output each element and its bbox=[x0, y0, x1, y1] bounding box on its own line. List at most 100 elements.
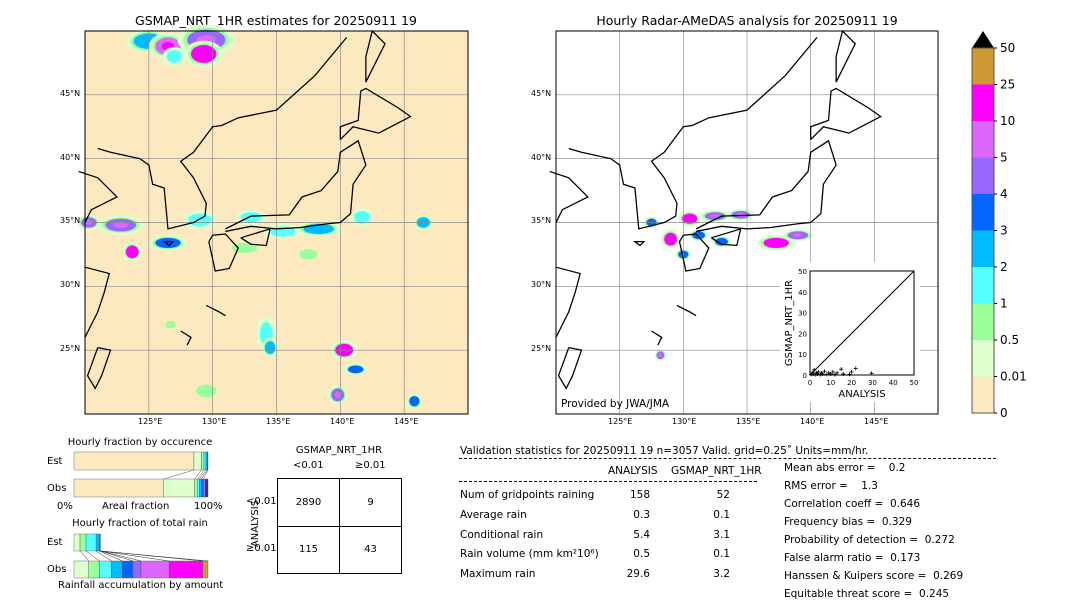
lon-label: 140°E bbox=[800, 417, 825, 426]
left-map-title: GSMAP_NRT_1HR estimates for 20250911 19 bbox=[135, 13, 417, 28]
scatter-point bbox=[824, 372, 829, 377]
fraction-segment bbox=[73, 478, 164, 498]
colorbar-label: 5 bbox=[1000, 151, 1008, 165]
scatter-point bbox=[847, 372, 852, 377]
fraction-segment bbox=[79, 533, 87, 552]
colorbar-label: 4 bbox=[1000, 187, 1008, 201]
rain-cell-core bbox=[710, 214, 721, 219]
coastline bbox=[240, 227, 271, 247]
data-credit: Provided by JWA/JMA bbox=[561, 398, 670, 410]
score-text: Equitable threat score = 0.245 bbox=[784, 588, 950, 600]
stat-gsmap-value: 3.2 bbox=[713, 568, 730, 580]
scatter-x-tick: 20 bbox=[847, 379, 856, 387]
rain-cell bbox=[265, 341, 276, 354]
lat-label: 30°N bbox=[531, 280, 552, 289]
colorbar-segment bbox=[972, 303, 994, 340]
coastline bbox=[162, 241, 175, 247]
table-cell: 9 bbox=[367, 497, 374, 508]
colorbar-label: 0 bbox=[1000, 406, 1008, 420]
coastline bbox=[810, 87, 882, 140]
lon-label: 140°E bbox=[330, 417, 355, 426]
fraction-segment bbox=[132, 560, 142, 579]
rain-cell-core bbox=[658, 353, 663, 358]
table-divider bbox=[278, 526, 401, 527]
colorbar-extend-arrow bbox=[972, 31, 994, 48]
lon-label: 125°E bbox=[608, 417, 633, 426]
scatter-point bbox=[839, 367, 844, 372]
rain-cell-core bbox=[113, 221, 129, 229]
coastline bbox=[205, 304, 226, 317]
colorbar-label: 0.01 bbox=[1000, 370, 1027, 384]
rain-cell-core bbox=[129, 248, 136, 256]
fraction-segment bbox=[99, 560, 112, 579]
tot-est-label: Est bbox=[47, 537, 63, 548]
stat-gsmap-value: 0.1 bbox=[713, 509, 730, 521]
table-row-header-2: ≥0.01 bbox=[246, 543, 277, 554]
fraction-segment bbox=[205, 451, 208, 471]
rain-cell bbox=[299, 249, 318, 260]
scatter-y-tick: 40 bbox=[798, 289, 807, 297]
lat-label: 40°N bbox=[60, 153, 81, 162]
rain-cell bbox=[715, 237, 728, 246]
colorbar-segment bbox=[972, 48, 994, 85]
scatter-point bbox=[853, 366, 858, 371]
coastline bbox=[678, 233, 710, 272]
stats-col-gsmap: GSMAP_NRT_1HR bbox=[671, 465, 762, 477]
left-map bbox=[77, 24, 469, 415]
tot-obs-label: Obs bbox=[47, 564, 67, 575]
scatter-point bbox=[849, 369, 854, 374]
colorbar-segment bbox=[972, 157, 994, 194]
scatter-point bbox=[841, 371, 846, 376]
rain-cell-core bbox=[197, 49, 211, 59]
scatter-point bbox=[830, 369, 835, 374]
scatter-inset: 00 10 10 20 20 30 30 40 40 50 50 ANALYSIS GSMAP_NRT_… bbox=[780, 262, 920, 402]
score-text: False alarm ratio = 0.173 bbox=[784, 552, 921, 564]
stats-divider bbox=[459, 481, 757, 482]
rain-cell bbox=[240, 212, 262, 223]
lat-label: 35°N bbox=[531, 216, 552, 225]
fraction-segment bbox=[85, 533, 97, 552]
one-to-one-line bbox=[809, 270, 915, 376]
rain-cell bbox=[165, 320, 176, 329]
table-col-header-2: ≥0.01 bbox=[355, 460, 386, 471]
fraction-segment bbox=[73, 451, 195, 471]
scatter-x-tick: 50 bbox=[910, 379, 919, 387]
contingency-table: 2890 9 115 43 bbox=[277, 478, 402, 574]
fraction-segment bbox=[95, 533, 100, 552]
lat-label: 40°N bbox=[531, 153, 552, 162]
table-cell: 2890 bbox=[295, 497, 322, 508]
stat-gsmap-value: 52 bbox=[716, 489, 730, 501]
coastline bbox=[180, 330, 192, 346]
coastline bbox=[568, 36, 818, 230]
score-text: Mean abs error = 0.2 bbox=[784, 462, 906, 474]
lon-label: 125°E bbox=[138, 417, 163, 426]
lat-label: 45°N bbox=[531, 89, 552, 98]
right-map-title: Hourly Radar-AMeDAS analysis for 2025091… bbox=[596, 13, 898, 28]
lat-label: 35°N bbox=[60, 216, 81, 225]
coastline bbox=[555, 266, 581, 338]
scatter-x-tick: 30 bbox=[868, 379, 877, 387]
fraction-segment bbox=[205, 478, 209, 498]
coastline bbox=[97, 36, 348, 230]
fraction-segment bbox=[202, 560, 209, 579]
scatter-point bbox=[832, 372, 837, 377]
fraction-segment bbox=[197, 478, 200, 498]
rain-cell bbox=[347, 365, 364, 374]
connector-line bbox=[100, 550, 134, 562]
coastline bbox=[695, 139, 837, 233]
fraction-segment bbox=[203, 451, 207, 471]
coastline bbox=[549, 170, 589, 223]
connector-line bbox=[79, 550, 89, 562]
scatter-y-tick: 0 bbox=[803, 372, 807, 380]
scatter-point bbox=[826, 370, 831, 375]
fraction-segment bbox=[207, 451, 209, 471]
colorbar-segment bbox=[972, 267, 994, 304]
table-cell: 115 bbox=[298, 544, 319, 555]
stats-header: Validation statistics for 20250911 19 n=… bbox=[460, 445, 869, 457]
coastline bbox=[651, 330, 663, 346]
colorbar-label: 3 bbox=[1000, 224, 1008, 238]
rain-cell bbox=[155, 237, 181, 249]
rain-cell bbox=[166, 50, 183, 63]
table-cell: 43 bbox=[364, 544, 377, 555]
rain-cell-core bbox=[685, 216, 694, 222]
